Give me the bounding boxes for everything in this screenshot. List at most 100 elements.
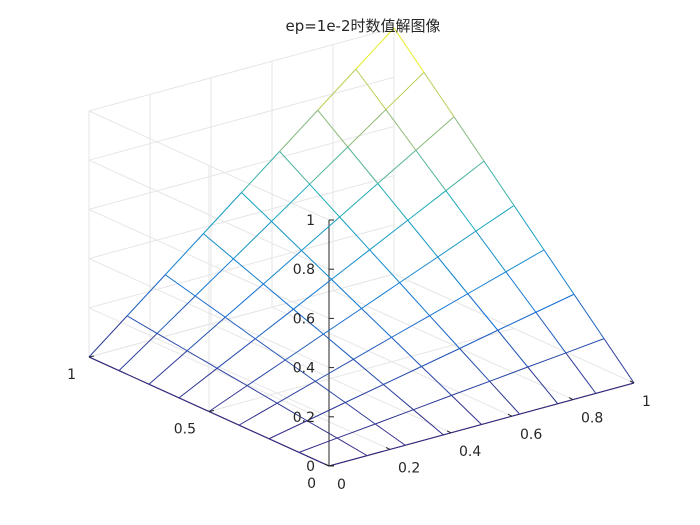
surface-edge-y6-x2: [224, 283, 264, 318]
y-tick-label-1: 0.5: [174, 422, 196, 438]
surface-edge-y3-x3: [353, 336, 392, 360]
surface-edge-x4-y3: [361, 308, 392, 338]
y-grid-floor-1: [208, 328, 515, 412]
surface-edge-x4-y0: [451, 395, 482, 425]
z-tick-label-4: 0.8: [293, 262, 315, 278]
surface-edge-y3-x2: [315, 358, 354, 382]
surface-edge-y0-x3: [443, 424, 482, 436]
x-tick-mark-2: [446, 430, 452, 434]
surface-edge-x5-y2: [429, 315, 460, 349]
x-tick-mark-1: [385, 446, 391, 450]
x-tick-label-2: 0.4: [459, 444, 481, 460]
surface-edge-y2-x2: [345, 384, 384, 403]
surface-edge-x6-y2: [467, 293, 499, 331]
surface-edge-y5-x3: [293, 278, 332, 310]
surface-edge-y4-x7: [475, 205, 515, 232]
surface-edge-y4-x3: [323, 308, 362, 335]
surface-edge-y2-x3: [383, 366, 422, 385]
surface-edge-x4-y6: [271, 221, 302, 251]
surface-edge-y5-x7: [445, 160, 485, 192]
surface-edge-x0-y1: [268, 438, 300, 453]
surface-edge-x3-y4: [293, 308, 324, 335]
surface-edge-y0-x7: [595, 382, 635, 394]
surface-edge-x1-y0: [336, 437, 368, 457]
surface-edge-x3-y3: [323, 333, 354, 360]
surface-edge-y6-x3: [263, 250, 302, 285]
y-tick-mark-0: [328, 464, 335, 467]
x-tick-label-1: 0.2: [398, 460, 420, 476]
surface-edge-x5-y3: [399, 282, 430, 317]
surface-layer: [88, 27, 635, 467]
surface-edge-y3-x7: [505, 249, 545, 273]
surface-edge-y2-x1: [306, 402, 346, 422]
surface-edge-y0-x0: [328, 455, 368, 467]
surface-edge-x1-y6: [156, 333, 188, 352]
surface-edge-x3-y7: [203, 233, 234, 260]
z-grid-back-5: [88, 27, 395, 112]
surface-edge-y8-x4: [241, 151, 280, 193]
surface-edge-x1-y4: [216, 367, 248, 387]
surface-edge-x5-y6: [309, 183, 340, 218]
surface-edge-y2-x6: [497, 311, 537, 331]
surface-edge-y4-x6: [437, 230, 477, 258]
surface-edge-x8-y7: [393, 27, 425, 73]
surface-edge-y8-x5: [279, 109, 319, 152]
surface-edge-y4-x4: [361, 282, 400, 309]
surface-edge-x1-y5: [186, 350, 218, 369]
surface-edge-x4-y5: [301, 250, 332, 280]
y-tick-mark-1: [208, 410, 215, 412]
surface-edge-y1-x3: [413, 394, 452, 411]
y-tick-label-2: 1: [67, 367, 76, 383]
surface-edge-x0-y0: [298, 451, 330, 467]
surface-edge-x4-y1: [421, 366, 452, 396]
surface-edge-x7-y0: [565, 352, 597, 394]
surface-edge-y8-x7: [355, 27, 395, 70]
x-tick-mark-4: [568, 397, 574, 401]
surface-edge-y7-x4: [271, 183, 310, 222]
x-tick-label-3: 0.6: [520, 427, 542, 443]
surface-edge-x0-y3: [208, 411, 240, 426]
z-grid-back-3: [88, 125, 395, 210]
surface-edge-x2-y1: [344, 402, 376, 425]
surface-edge-x7-y1: [535, 311, 567, 354]
surface-edge-x1-y1: [306, 420, 338, 439]
surface-edge-x0-y6: [118, 370, 150, 385]
surface-edge-y8-x3: [203, 192, 242, 234]
surface-edge-y4-x2: [284, 333, 324, 361]
surface-edge-y1-x0: [298, 437, 338, 453]
surface-edge-x6-y4: [407, 219, 439, 258]
surface-edge-x3-y1: [383, 384, 414, 411]
z-grid-back-4: [88, 76, 395, 161]
surface-edge-x4-y4: [331, 279, 362, 309]
surface-edge-y3-x6: [467, 271, 507, 295]
surface-edge-x5-y4: [369, 249, 400, 283]
z-tick-label-1: 0.2: [293, 410, 315, 426]
surface-edge-y7-x7: [385, 72, 425, 110]
surface-edge-y5-x2: [254, 308, 294, 340]
surface-edge-y7-x6: [347, 109, 387, 148]
surface-edge-x0-y7: [88, 356, 120, 372]
z-tick-label-0: 0: [306, 459, 315, 475]
surface-edge-y2-x4: [421, 348, 460, 367]
surface-edge-x3-y0: [413, 409, 444, 436]
surface-edge-x0-y2: [238, 424, 270, 440]
surface-edge-y8-x0: [88, 315, 128, 358]
surface-edge-x2-y7: [164, 274, 196, 297]
x-tick-mark-0: [324, 463, 330, 467]
surface-edge-x4-y2: [391, 337, 422, 367]
surface-edge-y8-x1: [126, 274, 166, 317]
surface-edge-x7-y2: [505, 271, 537, 313]
surface-edge-x1-y2: [276, 402, 308, 422]
y-grid-floor-2: [88, 273, 395, 358]
surface-edge-x1-y7: [126, 315, 158, 334]
surface-edge-x2-y6: [194, 295, 226, 318]
surface-edge-y3-x1: [276, 380, 316, 404]
x-tick-label-4: 0.8: [581, 411, 603, 427]
surface-edge-x6-y6: [347, 146, 379, 184]
surface-edge-y1-x1: [336, 423, 376, 439]
surface-edge-y5-x0: [178, 367, 218, 399]
surface-edge-x5-y0: [489, 380, 520, 415]
surface-edge-y0-x4: [481, 413, 520, 425]
surface-edge-y6-x4: [301, 216, 340, 251]
